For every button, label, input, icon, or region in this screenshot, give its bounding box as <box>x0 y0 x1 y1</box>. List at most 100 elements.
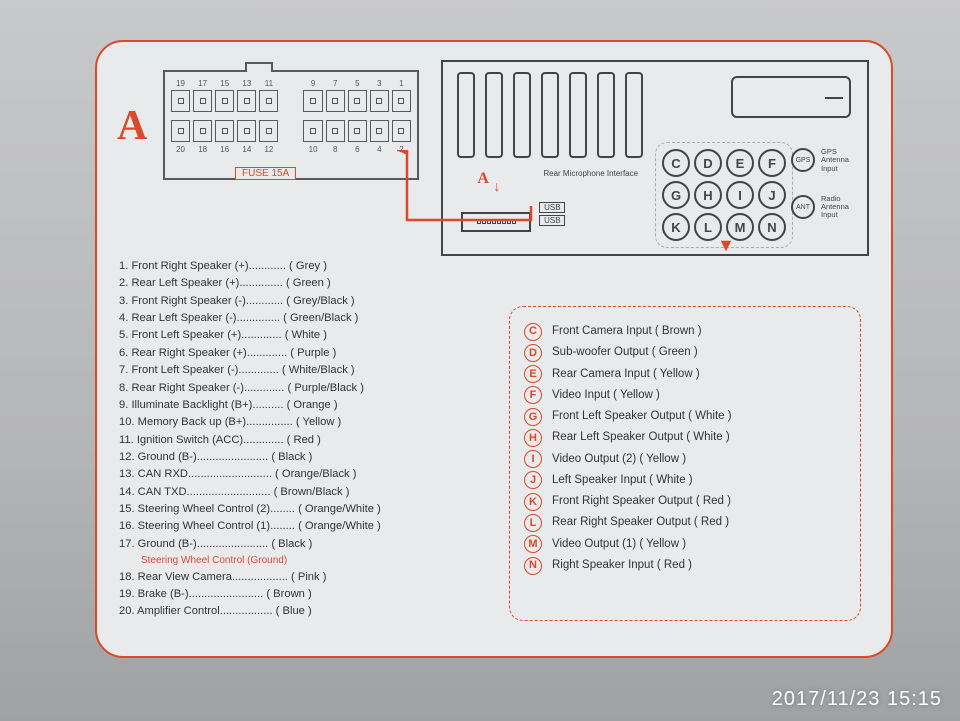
fuse-label: FUSE 15A <box>235 167 296 180</box>
rca-port-f: F <box>758 149 786 177</box>
pin-socket <box>259 120 278 142</box>
pin-row-1: 1. Front Right Speaker (+)............ (… <box>119 258 489 275</box>
pin-row-14: 14. CAN TXD........................... (… <box>119 484 489 501</box>
pin-number: 18 <box>193 144 212 154</box>
antenna-column: GPSGPS Antenna Input ANTRadio Antenna Inp… <box>791 148 857 220</box>
rca-label: Rear Left Speaker Output ( White ) <box>552 427 730 448</box>
pin-row-6: 6. Rear Right Speaker (+)............. (… <box>119 345 489 362</box>
pin-row-bottom <box>171 120 411 142</box>
pin-number: 1 <box>392 78 411 88</box>
pin-number <box>281 78 300 88</box>
rca-port-g: G <box>662 181 690 209</box>
pin-socket <box>370 120 389 142</box>
rca-row-d: D Sub-woofer Output ( Green ) <box>524 342 846 363</box>
pin-row-16: 16. Steering Wheel Control (1)........ (… <box>119 518 489 535</box>
rca-port-n: N <box>758 213 786 241</box>
pin-number: 15 <box>215 78 234 88</box>
pin-number: 10 <box>304 144 323 154</box>
connector-a-block: A 191715131197531 2018161412108642 FUSE … <box>119 60 417 200</box>
rca-key-icon: L <box>524 514 542 532</box>
pin-socket <box>215 120 234 142</box>
pin-socket <box>259 90 278 112</box>
rca-key-icon: D <box>524 344 542 362</box>
rca-row-l: L Rear Right Speaker Output ( Red ) <box>524 512 846 533</box>
rca-row-k: KFront Right Speaker Output ( Red ) <box>524 491 846 512</box>
pin-socket <box>348 90 367 112</box>
rca-key-icon: N <box>524 557 542 575</box>
pin-number <box>281 144 300 154</box>
pin-row-7: 7. Front Left Speaker (-)............. (… <box>119 362 489 379</box>
pin-row-5: 5. Front Left Speaker (+)............. (… <box>119 327 489 344</box>
pin-socket <box>370 90 389 112</box>
pin-row-13: 13. CAN RXD........................... (… <box>119 466 489 483</box>
rca-label: Front Camera Input ( Brown ) <box>552 321 702 342</box>
antenna-port-icon: ANT <box>791 195 815 219</box>
rca-key-icon: M <box>524 535 542 553</box>
photo-timestamp: 2017/11/23 15:15 <box>772 688 942 711</box>
rca-label: Rear Right Speaker Output ( Red ) <box>552 512 729 533</box>
arrow-down-icon: ↓ <box>493 178 500 194</box>
rca-key-icon: K <box>524 493 542 511</box>
pin-socket <box>171 90 190 112</box>
rca-row-f: F Video Input ( Yellow ) <box>524 385 846 406</box>
rca-key-icon: G <box>524 408 542 426</box>
pin-number: 19 <box>171 78 190 88</box>
pin-number: 12 <box>259 144 278 154</box>
rca-label: Sub-woofer Output ( Green ) <box>552 342 698 363</box>
rca-key-icon: J <box>524 471 542 489</box>
connector-tab-icon <box>245 62 273 72</box>
rca-row-n: N Right Speaker Input ( Red ) <box>524 555 846 576</box>
pin-socket <box>303 90 322 112</box>
pin-socket <box>281 90 300 112</box>
rca-key-icon: C <box>524 323 542 341</box>
rca-key-icon: E <box>524 365 542 383</box>
rca-key-icon: F <box>524 386 542 404</box>
pin-number: 3 <box>370 78 389 88</box>
pin-row-11: 11. Ignition Switch (ACC)............. (… <box>119 432 489 449</box>
rca-port-h: H <box>694 181 722 209</box>
pin-row-19: 19. Brake (B-)........................ (… <box>119 586 489 603</box>
pin-number: 20 <box>171 144 190 154</box>
main-lists-row: 1. Front Right Speaker (+)............ (… <box>119 258 869 621</box>
pin-row-2: 2. Rear Left Speaker (+).............. (… <box>119 275 489 292</box>
rca-row-h: H Rear Left Speaker Output ( White ) <box>524 427 846 448</box>
pin-row-4: 4. Rear Left Speaker (-).............. (… <box>119 310 489 327</box>
pin-row-17: 17. Ground (B-)....................... (… <box>119 536 489 553</box>
vent-slots <box>457 72 643 158</box>
pin-number: 6 <box>348 144 367 154</box>
rca-port-c: C <box>662 149 690 177</box>
rca-label: Video Input ( Yellow ) <box>552 385 660 406</box>
pin-number: 13 <box>237 78 256 88</box>
antenna-label: GPS Antenna Input <box>821 148 857 173</box>
rca-label: Left Speaker Input ( White ) <box>552 470 693 491</box>
pin-row-9: 9. Illuminate Backlight (B+).......... (… <box>119 397 489 414</box>
antenna-gps: GPSGPS Antenna Input <box>791 148 857 173</box>
pin-row-12: 12. Ground (B-)....................... (… <box>119 449 489 466</box>
pin-socket <box>193 90 212 112</box>
connector-a-box: 191715131197531 2018161412108642 FUSE 15… <box>163 70 419 180</box>
rca-label: Video Output (1) ( Yellow ) <box>552 534 686 555</box>
pin-row-10: 10. Memory Back up (B+)............... (… <box>119 414 489 431</box>
pin-socket <box>193 120 212 142</box>
rca-label: Right Speaker Input ( Red ) <box>552 555 692 576</box>
pin-row-20: 20. Amplifier Control................. (… <box>119 603 489 620</box>
connector-a-label: A <box>117 102 147 150</box>
rca-row-m: M Video Output (1) ( Yellow ) <box>524 534 846 555</box>
display-cutout <box>731 76 851 118</box>
rca-port-k: K <box>662 213 690 241</box>
pin-number: 11 <box>259 78 278 88</box>
rca-key-icon: H <box>524 429 542 447</box>
pin-note: Steering Wheel Control (Ground) <box>141 553 489 569</box>
pin-row-8: 8. Rear Right Speaker (-)............. (… <box>119 380 489 397</box>
usb-label: USB <box>539 202 565 213</box>
rear-mic-label: Rear Microphone Interface <box>543 170 638 179</box>
rca-row-g: GFront Left Speaker Output ( White ) <box>524 406 846 427</box>
antenna-label: Radio Antenna Input <box>821 195 857 220</box>
usb-ports: USB USB <box>539 202 565 228</box>
pin-number: 8 <box>326 144 345 154</box>
rca-row-c: C Front Camera Input ( Brown ) <box>524 321 846 342</box>
rca-row-j: J Left Speaker Input ( White ) <box>524 470 846 491</box>
small-a-label: A <box>477 170 489 188</box>
pin-row-15: 15. Steering Wheel Control (2)........ (… <box>119 501 489 518</box>
pin-number: 5 <box>348 78 367 88</box>
